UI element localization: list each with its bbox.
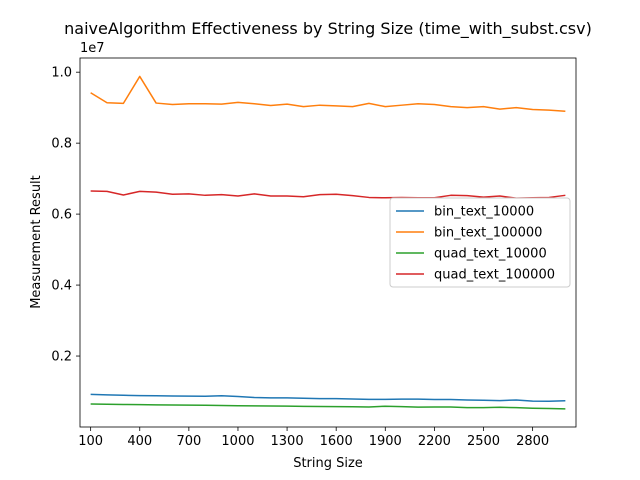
y-tick-label: 0.2 (51, 350, 72, 365)
axes-frame (79, 57, 577, 428)
plot-area: 100 400 700 1000 1300 1600 1900 2200 2500 2800 0.2… (51, 57, 577, 449)
x-axis-label: String Size (293, 456, 363, 471)
y-axis-label: Measurement Result (29, 175, 44, 309)
y-tick-label: 0.6 (51, 208, 72, 223)
x-tick-label: 1000 (221, 434, 254, 449)
y-offset-label: 1e7 (80, 41, 105, 56)
y-tick-label: 0.4 (51, 279, 72, 294)
x-tick-label: 2200 (418, 434, 451, 449)
x-tick-label: 100 (78, 434, 103, 449)
x-tick-label: 700 (176, 434, 201, 449)
series-line-bin_text_10000 (90, 393, 566, 403)
x-tick-label: 400 (127, 434, 152, 449)
x-tick-label: 2500 (467, 434, 500, 449)
series-line-quad_text_100000 (90, 190, 566, 199)
x-tick-label: 1900 (369, 434, 402, 449)
legend-label: bin_text_10000 (434, 205, 534, 220)
legend-label: quad_text_10000 (434, 247, 547, 262)
legend-label: bin_text_100000 (434, 226, 542, 241)
series-line-bin_text_100000 (90, 75, 566, 112)
x-tick-label: 1300 (271, 434, 304, 449)
series-line-quad_text_10000 (90, 403, 566, 410)
x-tick-label: 2800 (516, 434, 549, 449)
legend: bin_text_10000 bin_text_100000 quad_text_1… (389, 197, 571, 288)
legend-box (389, 197, 571, 288)
y-tick-label: 0.8 (51, 137, 72, 152)
x-tick-label: 1600 (320, 434, 353, 449)
y-tick-label: 1.0 (51, 66, 72, 81)
chart-title: naiveAlgorithm Effectiveness by String S… (64, 19, 592, 39)
legend-label: quad_text_100000 (434, 268, 555, 283)
